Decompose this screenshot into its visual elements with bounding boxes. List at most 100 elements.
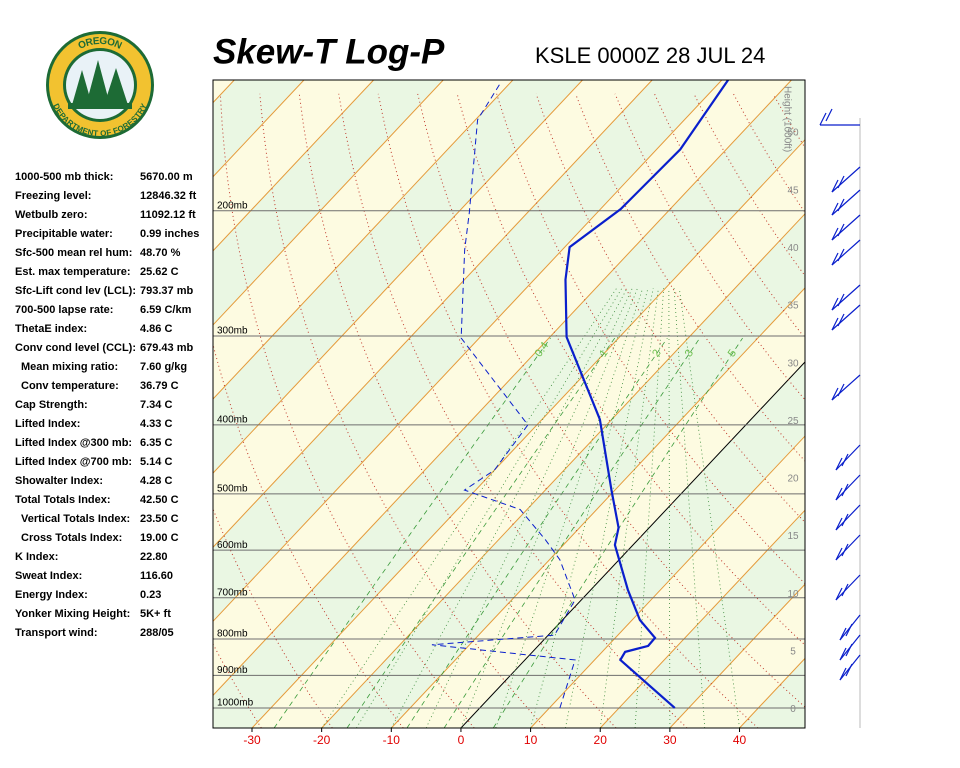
stat-label: Conv temperature: <box>21 380 119 392</box>
y-tick-label: 400mb <box>217 415 248 426</box>
wind-barb-staff <box>831 189 861 216</box>
stat-row: Cap Strength: 7.34 C <box>15 396 215 415</box>
stat-value: 4.33 C <box>140 418 173 430</box>
stat-row: Yonker Mixing Height: 5K+ ft <box>15 605 215 624</box>
stat-value: 48.70 % <box>140 247 181 259</box>
stat-label: Sweat Index: <box>15 570 83 582</box>
stat-value: 6.59 C/km <box>140 304 192 316</box>
wind-barb-flag <box>831 317 839 331</box>
stat-row: Conv temperature: 36.79 C <box>15 377 215 396</box>
stat-label: Est. max temperature: <box>15 266 131 278</box>
stat-label: Lifted Index: <box>15 418 81 430</box>
stat-value: 0.23 <box>140 589 162 601</box>
stat-value: 5K+ ft <box>140 608 171 620</box>
wind-barb-flag <box>831 202 839 216</box>
y-tick-label: 200mb <box>217 200 248 211</box>
isotherm <box>213 80 653 548</box>
y2-tick-label: 40 <box>787 243 799 254</box>
isotherm <box>599 509 805 728</box>
isotherm <box>809 80 960 728</box>
y2-axis-label: Height (1000ft) <box>781 86 792 152</box>
x-tick-label: 30 <box>663 733 677 747</box>
stat-label: ThetaE index: <box>15 323 88 335</box>
moist-adiabat <box>530 288 649 728</box>
stat-row: Transport wind: 288/05 <box>15 624 215 643</box>
wind-barb-staff <box>835 534 861 561</box>
wind-barb-flag <box>831 179 839 193</box>
stat-value: 4.86 C <box>140 323 173 335</box>
chart-subtitle: KSLE 0000Z 28 JUL 24 <box>535 43 765 68</box>
wind-barb-flag <box>837 223 845 237</box>
y-tick-label: 1000mb <box>217 698 254 709</box>
temperature-line <box>564 80 730 709</box>
stat-row: Cross Totals Index: 19.00 C <box>15 529 215 548</box>
wind-barb-staff <box>835 504 861 531</box>
isotherm <box>460 361 805 728</box>
wind-barb-flag <box>837 198 845 212</box>
wind-barb-flag <box>831 252 839 266</box>
stat-label: Sfc-Lift cond lev (LCL): <box>15 285 136 297</box>
stat-row: K Index: 22.80 <box>15 548 215 567</box>
stat-label: Conv cond level (CCL): <box>15 342 137 354</box>
wind-barb-flag <box>831 297 839 311</box>
mixing-ratio-label: 2 <box>650 347 663 359</box>
chart-title: Skew-T Log-P <box>213 32 445 71</box>
wind-barb-flag <box>831 387 839 401</box>
stat-value: 22.80 <box>140 551 168 563</box>
wind-barb-flag <box>839 647 847 661</box>
x-tick-label: -30 <box>243 733 261 747</box>
stat-value: 116.60 <box>140 570 174 582</box>
wind-barbs <box>819 108 861 681</box>
moist-adiabat <box>678 288 740 728</box>
wind-barb-staff <box>831 284 861 311</box>
wind-barb-flag <box>835 587 843 601</box>
isotherm <box>213 80 723 623</box>
y-tick-label: 900mb <box>217 665 248 676</box>
stat-label: Energy Index: <box>15 589 88 601</box>
wind-barb-staff <box>831 239 861 266</box>
stat-label: Lifted Index @300 mb: <box>15 437 133 449</box>
dry-adiabat <box>496 93 805 585</box>
stat-row: Showalter Index: 4.28 C <box>15 472 215 491</box>
stat-label: Transport wind: <box>15 627 98 639</box>
wind-barb-flag <box>835 487 843 501</box>
dry-adiabat <box>298 93 617 728</box>
temperature-band <box>809 80 960 728</box>
wind-barb-staff <box>835 474 861 501</box>
y2-tick-label: 50 <box>787 128 799 139</box>
wind-barb-flag <box>819 112 827 126</box>
stat-label: Sfc-500 mean rel hum: <box>15 247 133 259</box>
stat-row: Lifted Index @700 mb: 5.14 C <box>15 453 215 472</box>
stat-label: K Index: <box>15 551 59 563</box>
dry-adiabat <box>338 93 688 728</box>
mixing-ratio-label: 1 <box>597 347 610 359</box>
stat-value: 6.35 C <box>140 437 173 449</box>
dry-adiabat <box>891 94 960 728</box>
stat-value: 7.34 C <box>140 399 173 411</box>
isotherm <box>390 287 805 728</box>
stat-row: Est. max temperature: 25.62 C <box>15 263 215 282</box>
stat-value: 23.50 C <box>140 513 179 525</box>
x-tick-label: 0 <box>458 733 465 747</box>
plot-background <box>213 80 960 728</box>
stat-row: Lifted Index @300 mb: 6.35 C <box>15 434 215 453</box>
logo-top-text: OREGON <box>76 35 123 51</box>
wind-barb-flag <box>841 583 849 597</box>
mixing-ratio-line <box>346 337 616 728</box>
wind-barb-flag <box>837 313 845 327</box>
isotherm <box>213 80 374 252</box>
moist-adiabat <box>495 288 644 728</box>
dry-adiabat <box>213 507 333 728</box>
wind-barb-flag <box>837 175 845 189</box>
isotherm <box>213 80 514 400</box>
plot-foreground: 0.4 1 2 3 51000mb900mb800mb700mb600mb500mb40… <box>217 86 799 747</box>
stat-row: 700-500 lapse rate: 6.59 C/km <box>15 301 215 320</box>
moist-adiabat <box>599 288 659 728</box>
isotherm <box>669 583 805 728</box>
wind-barb-staff <box>831 214 861 241</box>
stat-label: Yonker Mixing Height: <box>15 608 131 620</box>
isotherm <box>879 80 960 728</box>
y-tick-label: 300mb <box>217 326 248 337</box>
stat-label: Vertical Totals Index: <box>21 513 131 525</box>
